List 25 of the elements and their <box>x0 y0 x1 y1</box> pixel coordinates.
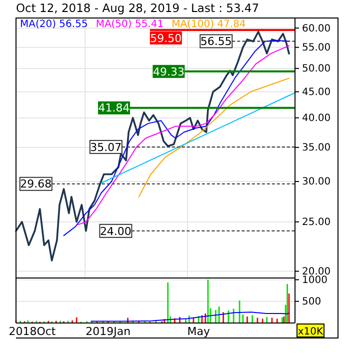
x-tick-label: 2018Oct <box>8 324 56 338</box>
y-tick-label: 35.00 <box>302 142 331 154</box>
y-tick-label: 60.00 <box>302 23 331 34</box>
ref-line-label: 49.33 <box>152 65 184 78</box>
y-tick-label: 45.00 <box>302 86 331 98</box>
x-tick-label: May <box>187 324 210 338</box>
text: MA(20) 56.55 <box>20 19 88 30</box>
text: MA(50) 55.41 <box>96 19 164 30</box>
y-axis-title: x10K <box>298 326 324 338</box>
y-tick-label: 50.00 <box>302 64 331 75</box>
y-tick-label: 30.00 <box>302 176 331 188</box>
text: MA(100) 47.84 <box>172 19 246 30</box>
y-tick-label: 500 <box>302 296 322 308</box>
y-tick-label: 1000 <box>302 274 328 286</box>
ref-line-label: 35.07 <box>90 140 122 154</box>
y-tick-label: 55.00 <box>302 42 331 54</box>
chart-title: Oct 12, 2018 - Aug 28, 2019 - Last : 53.47 <box>16 1 260 15</box>
ref-line-label: 59.50 <box>150 32 182 45</box>
ref-line-label: 24.00 <box>100 224 132 238</box>
ref-line-label: 41.84 <box>98 102 130 115</box>
ref-line-label: 56.55 <box>200 35 232 48</box>
y-tick-label: 25.00 <box>302 217 331 228</box>
y-tick-label: 40.00 <box>302 113 331 124</box>
x-tick-label: 2019Jan <box>86 324 131 338</box>
ref-line-label: 29.68 <box>20 178 52 191</box>
